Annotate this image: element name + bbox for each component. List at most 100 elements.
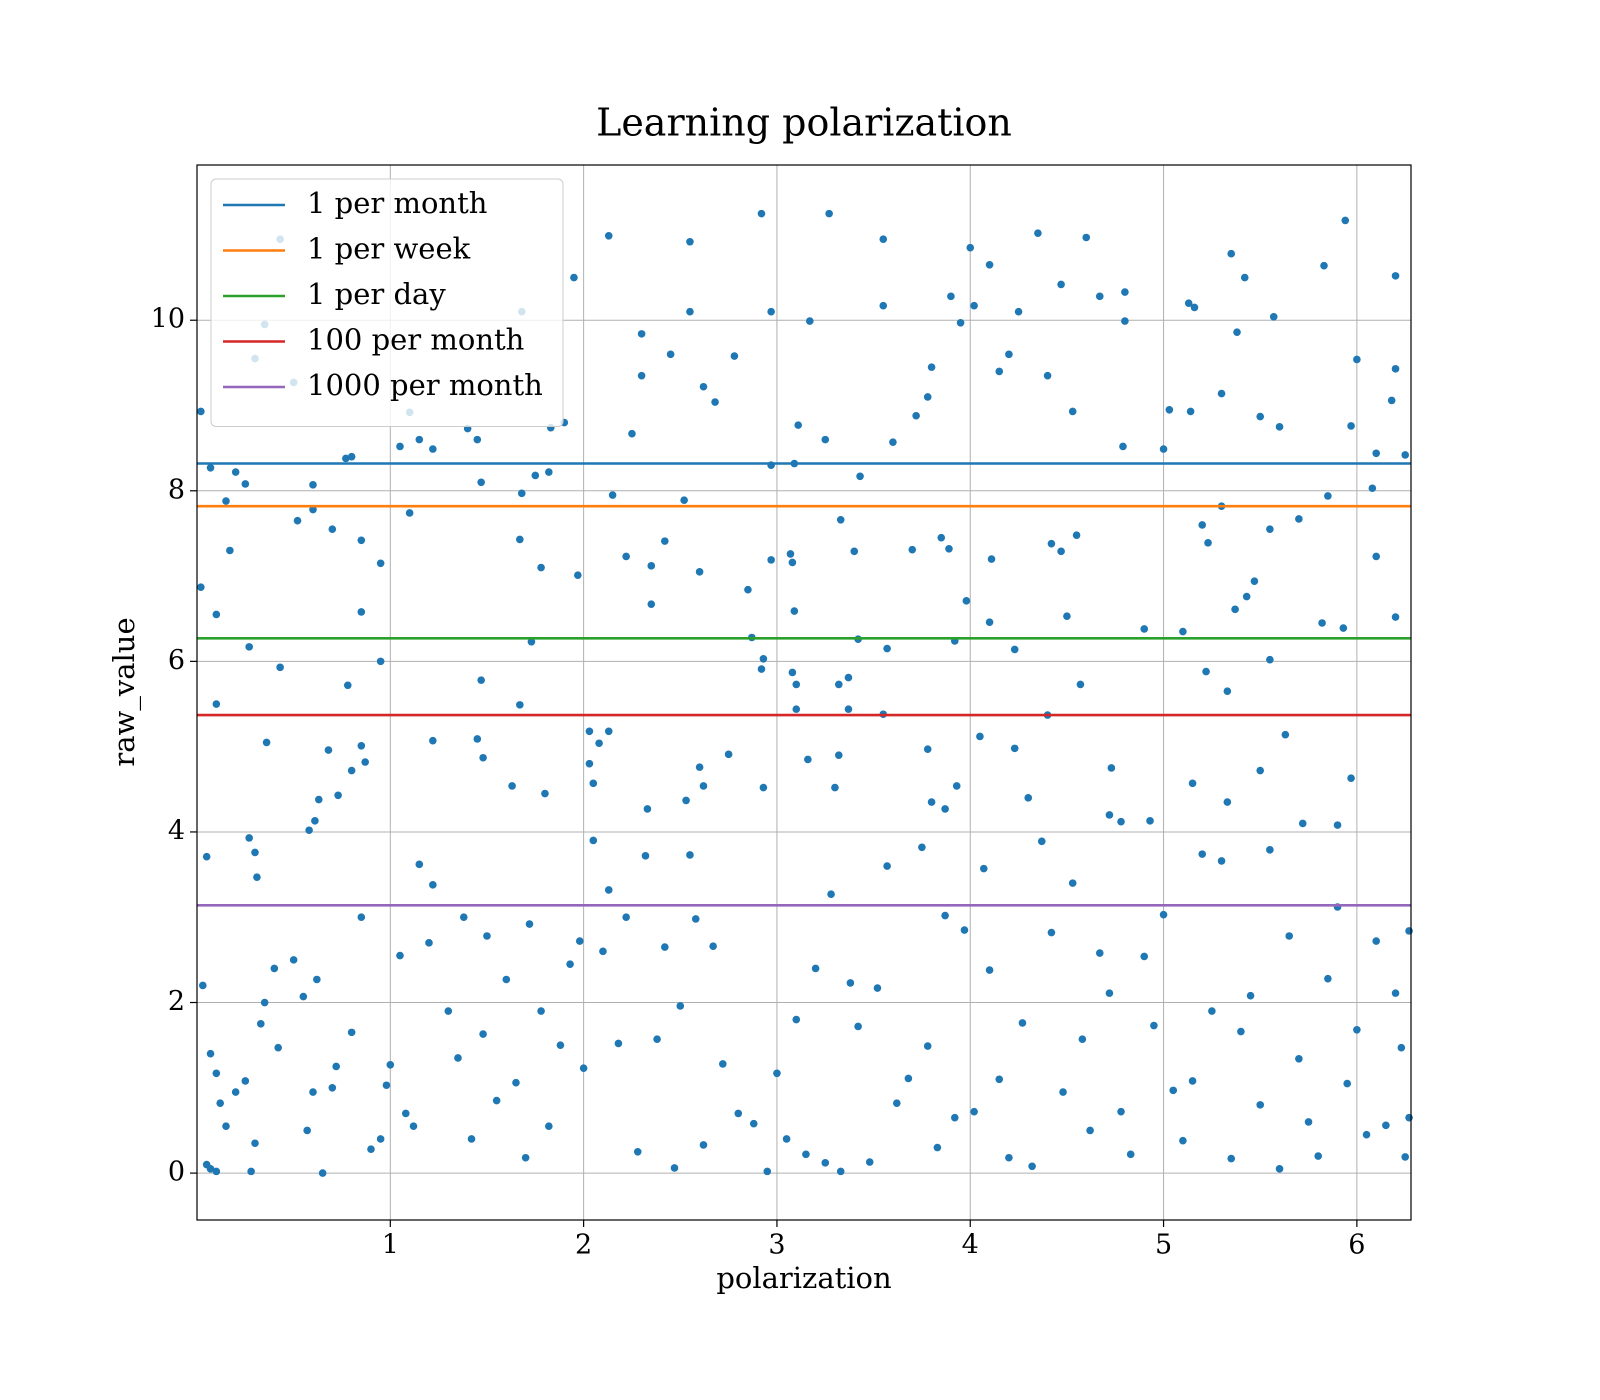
point bbox=[197, 583, 205, 591]
point bbox=[289, 956, 298, 964]
point bbox=[767, 556, 775, 564]
point bbox=[1159, 910, 1168, 919]
point bbox=[643, 805, 652, 813]
point bbox=[686, 307, 694, 316]
point bbox=[401, 1109, 410, 1118]
point bbox=[206, 1049, 215, 1058]
point bbox=[599, 947, 607, 956]
point bbox=[865, 1158, 874, 1166]
point bbox=[262, 738, 271, 747]
point bbox=[788, 668, 797, 677]
point bbox=[303, 1126, 311, 1135]
point bbox=[357, 536, 366, 545]
point bbox=[790, 607, 799, 615]
point bbox=[574, 571, 582, 580]
point bbox=[1057, 547, 1065, 556]
point bbox=[960, 926, 969, 934]
point bbox=[908, 545, 917, 554]
point bbox=[334, 791, 342, 800]
point bbox=[311, 817, 319, 825]
point bbox=[873, 984, 882, 992]
x-tick-label: 6 bbox=[1348, 1230, 1365, 1261]
point bbox=[666, 350, 675, 359]
point bbox=[405, 509, 414, 517]
point bbox=[695, 568, 704, 576]
point bbox=[1107, 764, 1116, 772]
point bbox=[521, 1153, 530, 1162]
point bbox=[804, 755, 812, 764]
point bbox=[1372, 552, 1381, 561]
legend-label: 1 per week bbox=[307, 232, 471, 266]
point bbox=[1005, 350, 1013, 359]
point bbox=[985, 966, 994, 974]
point bbox=[1341, 216, 1350, 225]
point bbox=[579, 1064, 588, 1072]
point bbox=[260, 998, 269, 1007]
point bbox=[253, 873, 261, 881]
point bbox=[1320, 261, 1328, 270]
point bbox=[1179, 1136, 1187, 1145]
point bbox=[202, 852, 211, 861]
point bbox=[256, 1020, 265, 1028]
point bbox=[734, 1109, 743, 1118]
point bbox=[1391, 365, 1400, 373]
point bbox=[376, 657, 385, 666]
point bbox=[637, 371, 646, 380]
point bbox=[821, 1159, 830, 1167]
point bbox=[479, 753, 487, 762]
point bbox=[516, 701, 524, 709]
point bbox=[759, 655, 768, 663]
point bbox=[206, 1165, 215, 1173]
point bbox=[575, 937, 584, 945]
point bbox=[1391, 989, 1400, 997]
point bbox=[1119, 442, 1127, 451]
point bbox=[367, 1145, 375, 1154]
point bbox=[1397, 1043, 1406, 1052]
point bbox=[309, 505, 317, 514]
point bbox=[386, 1060, 395, 1069]
point bbox=[1333, 821, 1342, 829]
point bbox=[695, 763, 704, 771]
point bbox=[844, 673, 853, 682]
point bbox=[305, 826, 313, 835]
point bbox=[1387, 396, 1396, 405]
point bbox=[1018, 1019, 1027, 1027]
point bbox=[212, 700, 221, 708]
point bbox=[1343, 1079, 1352, 1088]
point bbox=[1188, 779, 1197, 788]
point bbox=[376, 1135, 385, 1143]
point bbox=[1362, 1130, 1371, 1139]
point bbox=[357, 608, 366, 616]
point bbox=[245, 643, 253, 651]
point bbox=[570, 273, 578, 282]
point bbox=[1150, 1021, 1158, 1030]
point bbox=[1368, 484, 1377, 493]
point bbox=[396, 442, 404, 451]
point bbox=[1401, 451, 1410, 459]
point bbox=[1059, 1088, 1067, 1096]
point bbox=[361, 758, 369, 766]
point bbox=[918, 843, 926, 852]
point bbox=[1095, 292, 1104, 301]
point bbox=[633, 1147, 642, 1156]
point bbox=[1324, 492, 1332, 500]
point bbox=[1266, 655, 1274, 664]
point bbox=[699, 382, 708, 391]
point bbox=[425, 939, 433, 947]
x-axis-label: polarization bbox=[716, 1261, 891, 1295]
point bbox=[1121, 288, 1129, 296]
point bbox=[1095, 949, 1104, 957]
point bbox=[1078, 1035, 1087, 1043]
point bbox=[309, 1088, 317, 1096]
point bbox=[1086, 1126, 1094, 1135]
point bbox=[347, 766, 356, 775]
point bbox=[927, 363, 936, 371]
point bbox=[226, 546, 234, 555]
point bbox=[719, 1060, 727, 1068]
point bbox=[1140, 952, 1149, 961]
point bbox=[1121, 317, 1129, 325]
point bbox=[409, 1122, 418, 1130]
point bbox=[343, 681, 352, 690]
plot-frame bbox=[196, 164, 1412, 1221]
point bbox=[1068, 407, 1077, 416]
